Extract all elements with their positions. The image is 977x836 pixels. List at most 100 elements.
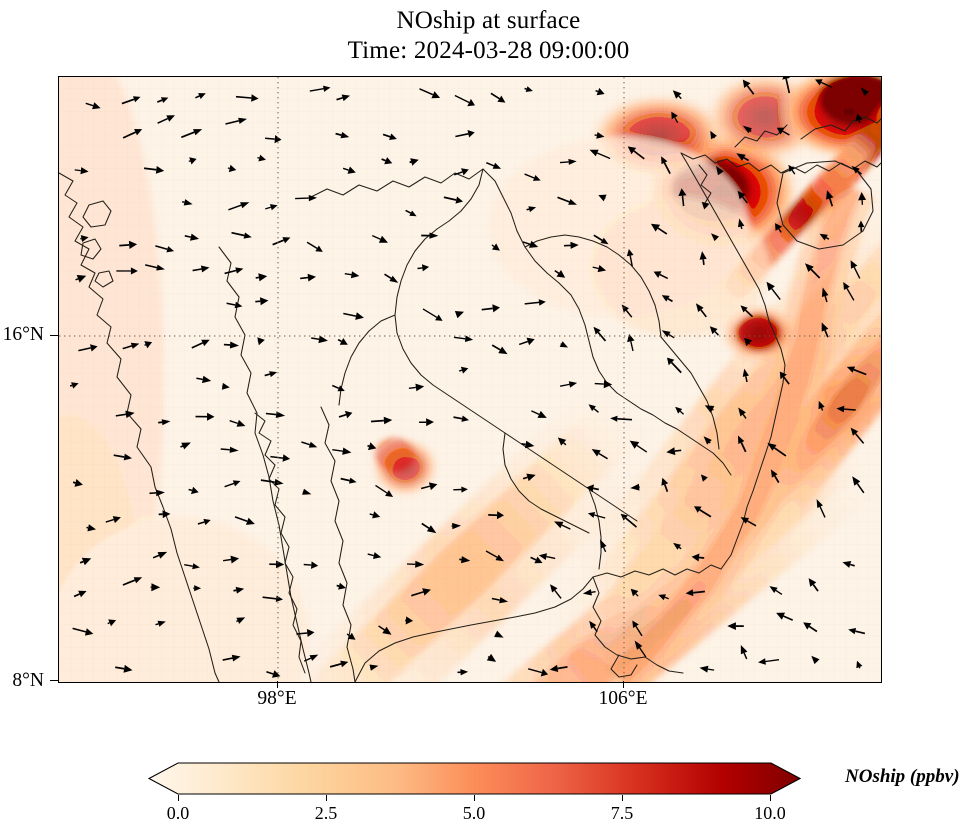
wind-vector-arrow: [661, 295, 673, 303]
wind-vector-arrow: [491, 243, 500, 251]
wind-vector-arrow: [700, 474, 708, 482]
wind-vector-arrow: [107, 619, 117, 627]
wind-vector-arrow: [766, 281, 781, 301]
wind-vector-arrow: [851, 165, 862, 175]
wind-vector-arrow: [842, 561, 855, 568]
wind-vector-arrow: [72, 627, 94, 636]
wind-vector-arrow: [709, 326, 720, 336]
wind-vector-arrow: [672, 90, 682, 100]
wind-vector-arrow: [122, 577, 143, 586]
wind-vector-arrow: [816, 499, 826, 518]
wind-vector-arrow: [486, 653, 497, 662]
wind-vector-arrow: [224, 480, 241, 488]
wind-vector-arrow: [302, 488, 312, 495]
wind-vector-arrow: [336, 582, 346, 590]
wind-vector-arrow: [559, 341, 568, 348]
wind-vector-arrow: [738, 435, 747, 453]
wind-vector-arrow: [419, 418, 434, 427]
wind-vector-arrow: [378, 625, 392, 635]
wind-vector-arrow: [295, 195, 317, 202]
wind-vector-arrow: [587, 512, 606, 519]
wind-vector-arrow: [776, 612, 794, 621]
wind-vector-arrow: [815, 79, 833, 88]
wind-vector-arrow: [143, 166, 165, 174]
wind-vector-arrow: [630, 588, 639, 597]
wind-vector-arrow: [115, 410, 135, 419]
wind-vector-arrow: [694, 506, 712, 518]
wind-vector-arrow: [121, 96, 141, 105]
wind-vector-arrow: [344, 271, 360, 279]
wind-vector-arrow: [72, 479, 83, 487]
wind-vector-arrow: [453, 168, 469, 176]
xtick-label-106E: 106°E: [598, 688, 648, 709]
wind-vector-arrow: [265, 204, 278, 211]
wind-vector-arrow: [224, 267, 244, 275]
wind-vector-arrow: [226, 301, 243, 309]
wind-vector-arrow: [158, 419, 171, 426]
wind-vector-arrow: [557, 196, 577, 205]
wind-vector-arrow: [737, 190, 748, 204]
colorbar-label: NOship (ppbv): [845, 766, 960, 787]
wind-vector-arrow: [531, 410, 547, 418]
wind-vector-arrow: [155, 620, 166, 627]
wind-vector-arrow: [742, 368, 749, 383]
wind-vector-arrow: [621, 304, 633, 318]
wind-vector-arrow: [850, 260, 861, 279]
wind-vector-arrow: [727, 622, 744, 630]
wind-vector-arrow: [610, 415, 633, 422]
wind-vector-arrow: [155, 245, 175, 253]
wind-vector-arrow: [301, 441, 318, 448]
wind-vector-arrow: [494, 630, 504, 638]
wind-vector-arrow: [384, 273, 399, 283]
wind-vector-arrow: [113, 453, 132, 461]
wind-vector-arrow: [369, 664, 379, 671]
wind-vector-arrow: [119, 240, 138, 249]
wind-vector-arrow: [69, 382, 79, 389]
wind-vector-arrow: [769, 586, 783, 595]
wind-vector-arrow: [370, 416, 393, 425]
wind-vector-arrow: [270, 454, 291, 462]
wind-vector-arrow: [788, 164, 796, 175]
wind-vector-arrow: [736, 153, 750, 162]
colorbar-tick-2: [474, 795, 476, 801]
wind-vector-arrow: [738, 218, 745, 230]
wind-vector-arrow: [421, 482, 438, 491]
xtick-mark-106E: [623, 681, 625, 688]
wind-vector-arrow: [422, 308, 443, 321]
colorbar-gradient: [147, 762, 801, 795]
wind-vector-arrow: [767, 442, 787, 457]
wind-vector-arrow: [559, 381, 578, 388]
wind-vector-arrow: [257, 337, 265, 346]
wind-vector-arrow: [188, 486, 199, 495]
wind-vector-arrow: [265, 135, 282, 144]
wind-vector-arrow: [703, 436, 712, 445]
wind-vector-arrow: [85, 102, 101, 110]
wind-vector-arrow: [335, 131, 350, 139]
wind-vector-arrow: [526, 206, 537, 213]
wind-vector-arrow: [776, 127, 790, 136]
wind-vector-arrow: [857, 220, 865, 232]
wind-vector-arrow: [740, 645, 748, 660]
wind-vector-arrow: [740, 305, 754, 318]
wind-vector-arrow: [255, 297, 269, 306]
wind-vector-arrow: [491, 344, 508, 355]
wind-vector-arrow: [195, 93, 206, 99]
wind-vector-arrow: [742, 125, 752, 134]
wind-vector-arrow: [150, 583, 161, 592]
wind-vector-arrow: [675, 406, 685, 415]
colorbar-tick-1: [326, 795, 328, 801]
wind-vector-arrow: [653, 271, 669, 280]
wind-vector-arrow: [408, 383, 425, 392]
wind-vector-arrow: [417, 264, 430, 272]
wind-vector-arrow: [667, 357, 682, 374]
xtick-label-98E: 98°E: [257, 688, 297, 709]
wind-vector-arrow: [701, 201, 710, 210]
wind-vector-arrow: [856, 660, 863, 669]
colorbar-tick-label-0: 0.0: [166, 803, 190, 823]
wind-vector-arrow: [836, 405, 856, 413]
wind-vector-arrow: [490, 92, 506, 103]
wind-vector-arrow: [303, 654, 319, 662]
wind-vector-arrow: [481, 304, 500, 313]
wind-vector-arrow: [223, 341, 239, 349]
